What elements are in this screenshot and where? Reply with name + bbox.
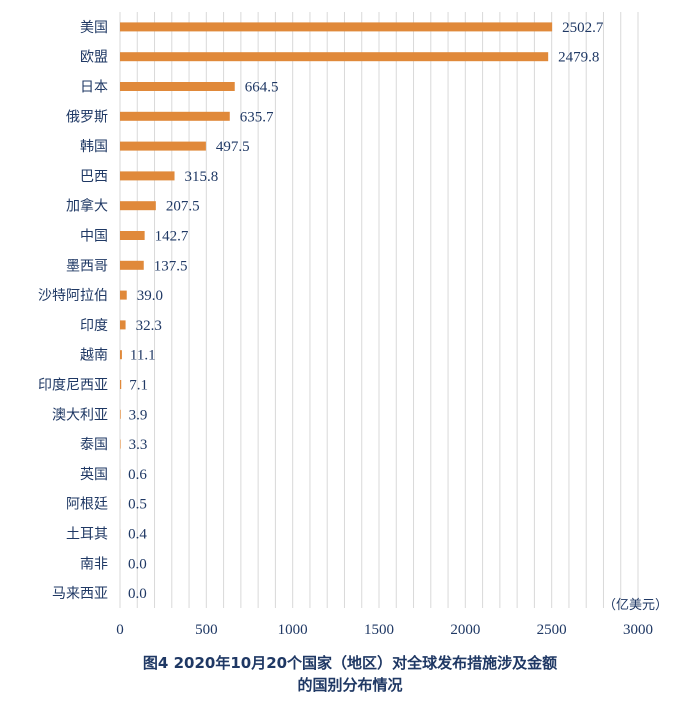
value-label: 11.1 [130,348,156,364]
bar [120,290,127,300]
bar [120,409,121,419]
value-label: 3.3 [129,437,148,453]
category-label: 阿根廷 [66,497,108,513]
caption-line-2: 的国别分布情况 [297,676,403,694]
category-label: 南非 [80,556,108,572]
category-label: 泰国 [80,437,108,453]
value-label: 142.7 [155,229,189,245]
value-label: 0.5 [128,497,147,513]
value-labels: 2502.7 2479.8 664.5 635.7 497.5 315.8 207.5 142… [128,20,604,602]
figure-caption: 图4 2020年10月20个国家（地区）对全球发布措施涉及金额 的国别分布情况 [0,652,700,696]
bar [120,141,206,151]
x-tick-label: 1500 [364,622,394,638]
value-label: 315.8 [185,169,219,185]
category-label: 马来西亚 [52,586,108,602]
category-label: 澳大利亚 [52,407,108,423]
bar [120,380,122,389]
category-label: 欧盟 [80,50,108,66]
value-label: 0.0 [128,586,147,602]
bar [120,231,145,240]
value-label: 0.4 [128,527,147,543]
bar [120,111,230,121]
x-tick-label: 500 [195,622,218,638]
bar [120,171,175,181]
category-label: 日本 [80,80,108,96]
value-label: 32.3 [136,318,162,334]
bar-chart: 美国欧盟日本俄罗斯韩国巴西加拿大中国墨西哥沙特阿拉伯印度越南印度尼西亚澳大利亚泰… [38,12,668,638]
caption-line-1: 图4 2020年10月20个国家（地区）对全球发布措施涉及金额 [142,654,558,672]
x-tick-label: 1000 [278,622,308,638]
bar [120,350,122,360]
value-label: 137.5 [154,258,188,274]
bar [120,22,553,32]
x-tick-label: 2000 [450,622,480,638]
bars [120,22,553,538]
category-label: 英国 [80,466,108,483]
gridlines [119,12,639,608]
category-label: 加拿大 [66,198,108,215]
value-label: 664.5 [245,80,279,96]
value-label: 2479.8 [558,50,599,66]
value-label: 635.7 [240,109,274,125]
bar [120,320,126,330]
unit-label: （亿美元） [603,598,668,613]
x-tick-label: 3000 [623,622,653,638]
bar [120,82,235,91]
category-label: 俄罗斯 [66,109,108,125]
value-label: 0.0 [128,556,147,572]
value-label: 207.5 [166,199,200,215]
x-tick-label: 0 [116,622,124,638]
category-label: 沙特阿拉伯 [38,288,108,304]
value-label: 0.6 [128,467,147,483]
bar [120,52,549,62]
bar [120,439,121,449]
category-label: 韩国 [80,139,108,155]
category-label: 巴西 [80,169,108,185]
category-label: 美国 [80,20,108,36]
value-label: 39.0 [137,288,163,304]
x-tick-label: 2500 [537,622,567,638]
category-label: 印度 [80,318,108,334]
value-label: 3.9 [129,407,148,423]
category-label: 墨西哥 [66,258,108,274]
category-label: 中国 [80,229,108,245]
x-axis-ticks: 0 500 1000 1500 2000 2500 3000 [116,622,653,638]
value-label: 2502.7 [562,20,604,36]
value-label: 497.5 [216,139,250,155]
bar [120,260,144,270]
category-labels: 美国欧盟日本俄罗斯韩国巴西加拿大中国墨西哥沙特阿拉伯印度越南印度尼西亚澳大利亚泰… [38,20,108,602]
category-label: 土耳其 [66,527,108,543]
category-label: 越南 [80,348,108,364]
bar [120,201,156,211]
value-label: 7.1 [129,378,148,394]
category-label: 印度尼西亚 [38,378,108,394]
